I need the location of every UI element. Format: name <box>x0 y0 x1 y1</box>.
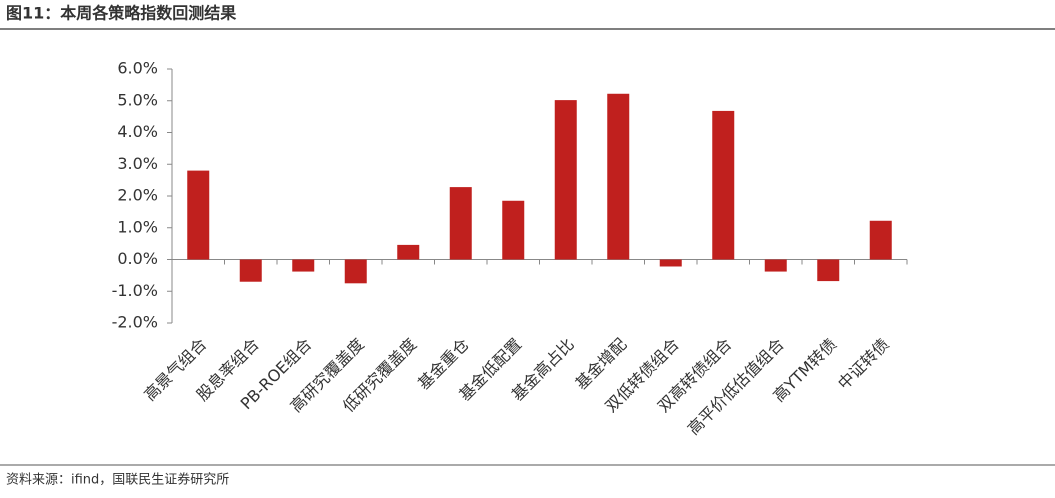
y-tick-label: 1.0% <box>117 217 158 236</box>
figure-title: 图11：本周各策略指数回测结果 <box>6 4 236 23</box>
y-tick-label: 6.0% <box>117 59 158 78</box>
bar <box>817 259 840 282</box>
bar <box>502 200 525 260</box>
y-tick-label: 0.0% <box>117 249 158 268</box>
y-tick-label: -1.0% <box>112 281 158 300</box>
y-tick-label: -2.0% <box>112 313 158 332</box>
bar <box>607 93 630 260</box>
source-note: 资料来源：ifind，国联民生证券研究所 <box>6 472 229 488</box>
y-tick-label: 3.0% <box>117 154 158 173</box>
bar <box>239 259 262 282</box>
y-tick-label: 2.0% <box>117 186 158 205</box>
x-tick-label: 中证转债 <box>834 335 893 394</box>
bar <box>397 244 420 260</box>
bar <box>344 259 367 284</box>
bar <box>764 259 787 272</box>
bar <box>292 259 315 272</box>
bar <box>449 187 472 260</box>
bar <box>659 259 682 267</box>
bar <box>554 100 577 260</box>
bar <box>712 110 735 260</box>
x-tick-label: 高平价低估值组合 <box>684 335 788 439</box>
bar <box>869 220 892 260</box>
bar <box>187 170 210 260</box>
y-tick-label: 4.0% <box>117 122 158 141</box>
y-tick-label: 5.0% <box>117 90 158 109</box>
